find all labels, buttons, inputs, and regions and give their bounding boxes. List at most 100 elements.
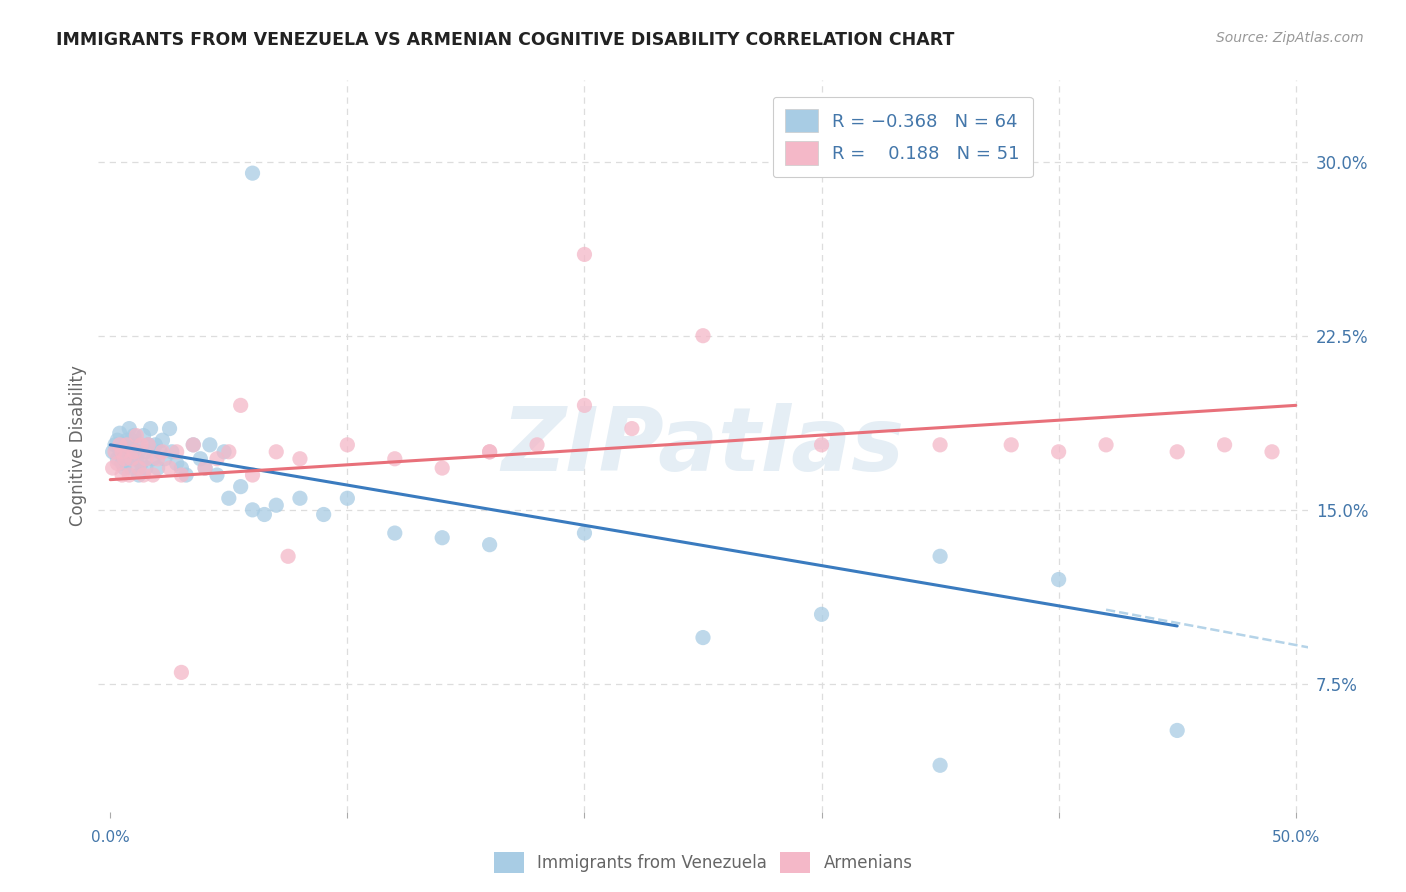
Point — [242, 468, 264, 483]
Point — [115, 433, 138, 447]
Point — [1047, 445, 1070, 459]
Point — [111, 445, 134, 459]
Point — [526, 438, 548, 452]
Point — [1166, 723, 1188, 738]
Point — [229, 398, 252, 412]
Text: Source: ZipAtlas.com: Source: ZipAtlas.com — [1216, 31, 1364, 45]
Point — [125, 428, 148, 442]
Point — [152, 433, 174, 447]
Point — [111, 457, 134, 471]
Point — [1261, 445, 1284, 459]
Point — [122, 428, 145, 442]
Point — [146, 461, 169, 475]
Point — [159, 461, 181, 475]
Point — [118, 468, 141, 483]
Point — [478, 538, 501, 552]
Point — [170, 461, 193, 475]
Point — [105, 457, 128, 471]
Point — [149, 445, 172, 459]
Point — [115, 438, 138, 452]
Point — [104, 438, 127, 452]
Point — [264, 445, 287, 459]
Point — [108, 442, 131, 457]
Point — [170, 468, 193, 483]
Point — [152, 445, 174, 459]
Text: IMMIGRANTS FROM VENEZUELA VS ARMENIAN COGNITIVE DISABILITY CORRELATION CHART: IMMIGRANTS FROM VENEZUELA VS ARMENIAN CO… — [56, 31, 955, 49]
Point — [121, 451, 143, 466]
Point — [114, 445, 136, 459]
Point — [242, 166, 264, 180]
Point — [135, 445, 157, 459]
Point — [277, 549, 299, 564]
Point — [153, 451, 176, 466]
Point — [218, 445, 240, 459]
Point — [229, 480, 252, 494]
Point — [174, 468, 197, 483]
Point — [135, 461, 157, 475]
Point — [118, 421, 141, 435]
Point — [478, 445, 501, 459]
Point — [205, 451, 228, 466]
Point — [142, 468, 165, 483]
Point — [432, 531, 454, 545]
Point — [432, 461, 454, 475]
Point — [478, 445, 501, 459]
Legend: R = −0.368   N = 64, R =    0.188   N = 51: R = −0.368 N = 64, R = 0.188 N = 51 — [773, 96, 1032, 178]
Point — [125, 438, 148, 452]
Point — [194, 461, 217, 475]
Point — [146, 451, 169, 466]
Point — [264, 498, 287, 512]
Point — [336, 491, 359, 506]
Point — [139, 421, 162, 435]
Point — [132, 468, 155, 483]
Y-axis label: Cognitive Disability: Cognitive Disability — [69, 366, 87, 526]
Legend: Immigrants from Venezuela, Armenians: Immigrants from Venezuela, Armenians — [486, 846, 920, 880]
Point — [170, 665, 193, 680]
Point — [118, 445, 141, 459]
Point — [114, 451, 136, 466]
Point — [101, 445, 124, 459]
Text: 50.0%: 50.0% — [1271, 830, 1320, 846]
Point — [125, 451, 148, 466]
Point — [574, 526, 596, 541]
Point — [121, 461, 143, 475]
Point — [111, 468, 134, 483]
Point — [129, 438, 152, 452]
Point — [205, 468, 228, 483]
Point — [253, 508, 276, 522]
Point — [218, 491, 240, 506]
Point — [810, 438, 832, 452]
Point — [288, 491, 311, 506]
Point — [336, 438, 359, 452]
Point — [122, 445, 145, 459]
Point — [166, 445, 188, 459]
Point — [101, 461, 124, 475]
Point — [1166, 445, 1188, 459]
Point — [128, 445, 150, 459]
Point — [212, 445, 235, 459]
Point — [1047, 573, 1070, 587]
Text: 0.0%: 0.0% — [91, 830, 129, 846]
Point — [136, 438, 159, 452]
Point — [105, 451, 128, 466]
Point — [115, 451, 138, 466]
Point — [129, 457, 152, 471]
Point — [198, 438, 221, 452]
Point — [384, 526, 406, 541]
Point — [620, 421, 643, 435]
Point — [692, 328, 714, 343]
Point — [1095, 438, 1118, 452]
Point — [114, 461, 136, 475]
Point — [190, 451, 212, 466]
Point — [111, 438, 134, 452]
Point — [160, 445, 183, 459]
Point — [128, 468, 150, 483]
Point — [574, 398, 596, 412]
Point — [122, 445, 145, 459]
Point — [181, 438, 204, 452]
Point — [108, 426, 131, 441]
Point — [104, 445, 127, 459]
Point — [143, 438, 166, 452]
Point — [142, 451, 165, 466]
Point — [929, 549, 952, 564]
